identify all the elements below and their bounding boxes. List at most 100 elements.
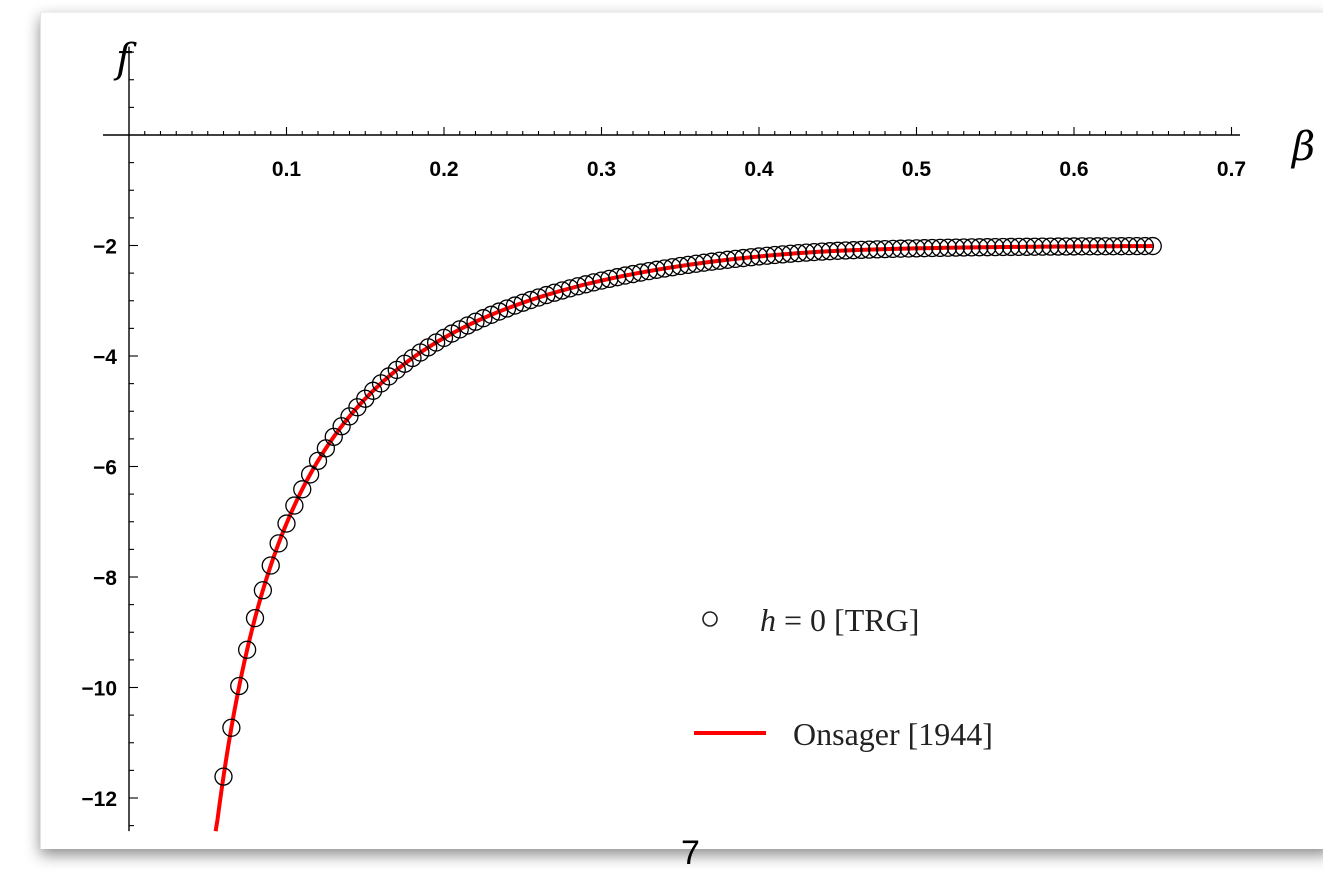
trg-point (1033, 237, 1052, 256)
y-tick-label: −10 (81, 678, 117, 701)
trg-point (812, 242, 832, 261)
trg-point (214, 767, 233, 786)
trg-point (1127, 236, 1147, 256)
trg-point (781, 244, 800, 263)
trg-point (993, 237, 1013, 257)
onsager-series (213, 244, 1153, 832)
trg-point (883, 239, 903, 259)
trg-point (923, 238, 942, 258)
x-tick-label: 0.5 (902, 158, 932, 181)
trg-point (765, 245, 784, 265)
trg-point (261, 556, 280, 575)
trg-point (1009, 237, 1029, 257)
trg-point (237, 640, 257, 659)
slide-frame (40, 12, 1323, 849)
x-tick-label: 0.3 (587, 158, 616, 181)
trg-point (828, 241, 847, 260)
x-tick-label: 0.1 (272, 158, 302, 181)
trg-point (458, 316, 477, 335)
trg-point (1104, 237, 1123, 256)
trg-point (1080, 237, 1099, 256)
trg-point (938, 238, 958, 257)
trg-point (639, 261, 658, 281)
trg-point (867, 240, 887, 259)
y-axis-label: f (113, 36, 137, 82)
trg-point (663, 258, 682, 277)
trg-point (749, 247, 769, 266)
trg-point (1143, 236, 1162, 256)
trg-point (907, 239, 926, 258)
axes: 0.1 0.2 0.3 0.4 0.5 0.6 0.7 −2 −4 −6 −8 −10 −12 f β (81, 36, 1315, 832)
trg-point (860, 240, 879, 259)
y-tick-label: −2 (93, 236, 117, 259)
trg-point (954, 238, 973, 257)
trg-point (852, 240, 871, 260)
legend-label-onsager: Onsager [1944] (793, 716, 993, 752)
trg-point (804, 242, 824, 262)
trg-point (899, 239, 918, 258)
trg-point (734, 248, 753, 268)
trg-point (1088, 237, 1107, 256)
trg-point (285, 496, 304, 515)
trg-point (757, 246, 777, 265)
trg-point (497, 299, 517, 318)
trg-point (797, 243, 816, 262)
trg-point (1064, 237, 1084, 256)
trg-point (836, 241, 855, 260)
trg-point (489, 302, 509, 321)
trg-point (844, 241, 863, 260)
trg-point (222, 718, 241, 737)
x-tick-label: 0.6 (1059, 158, 1088, 181)
trg-point (686, 254, 706, 273)
trg-point (615, 266, 635, 285)
trg-point (694, 253, 714, 272)
trg-point (300, 465, 320, 484)
trg-point (245, 609, 265, 628)
trg-point (726, 249, 745, 269)
trg-point (930, 238, 950, 258)
trg-point (1056, 237, 1076, 256)
trg-point (1096, 237, 1115, 256)
trg-point (710, 251, 729, 270)
trg-point (1135, 236, 1155, 256)
trg-point (820, 242, 840, 261)
trg-point (671, 256, 690, 276)
x-tick-label: 0.4 (744, 158, 774, 181)
trg-point (482, 305, 501, 324)
trg-point (269, 534, 288, 553)
trg-point (1017, 237, 1036, 256)
legend-marker-trg (702, 611, 718, 627)
trg-point (789, 243, 808, 263)
page-number: 7 (681, 834, 700, 872)
trg-point (1001, 237, 1021, 257)
trg-point (466, 312, 485, 331)
trg-point (946, 238, 966, 257)
trg-point (915, 239, 934, 258)
trg-series (214, 236, 1162, 786)
trg-point (1112, 237, 1131, 256)
x-axis-label: β (1290, 124, 1315, 170)
trg-point (741, 248, 761, 267)
y-tick-label: −8 (93, 567, 117, 590)
trg-point (978, 238, 997, 257)
y-tick-label: −4 (93, 346, 117, 369)
trg-point (647, 260, 666, 279)
trg-point (702, 252, 721, 271)
trg-point (986, 237, 1005, 257)
legend-label-trg: h = 0 [TRG] (760, 602, 919, 638)
trg-point (631, 263, 651, 282)
trg-point (962, 238, 981, 257)
trg-point (678, 255, 698, 275)
trg-point (474, 309, 493, 328)
trg-point (1049, 237, 1068, 256)
trg-point (253, 581, 273, 600)
onsager-line (213, 244, 1153, 832)
trg-point (970, 238, 989, 257)
trg-point (655, 259, 674, 278)
trg-point (718, 250, 737, 269)
trg-point (1119, 236, 1139, 256)
trg-point (230, 676, 249, 696)
trg-point (1025, 237, 1044, 256)
trg-point (773, 245, 792, 264)
